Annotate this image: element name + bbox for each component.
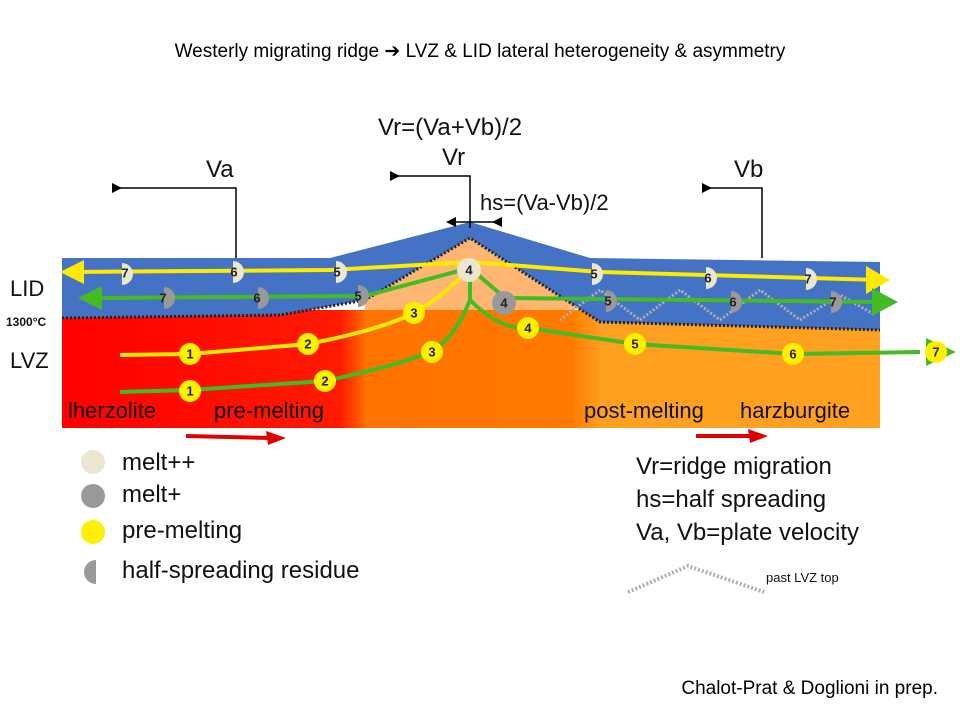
harzburgite-label: harzburgite xyxy=(740,398,850,423)
marker-pre-melting: 7 xyxy=(925,341,947,363)
green-right-arrowhead xyxy=(872,288,898,316)
citation: Chalot-Prat & Doglioni in prep. xyxy=(681,678,938,699)
svg-text:4: 4 xyxy=(524,321,532,336)
svg-text:7: 7 xyxy=(121,266,128,281)
marker-melt-plus: 4 xyxy=(492,291,516,315)
vr-equation: Vr=(Va+Vb)/2 xyxy=(378,114,522,141)
svg-text:5: 5 xyxy=(604,294,611,309)
legend-right: Vr=ridge migration hs=half spreading Va,… xyxy=(627,453,859,594)
green-left-arrowhead xyxy=(78,286,102,310)
marker-half-residue: 6 xyxy=(704,267,717,289)
legend-symbol-pre-melting xyxy=(81,520,105,544)
lid-base-boundary xyxy=(61,236,881,332)
marker-half-residue: 5 xyxy=(604,290,617,312)
svg-text:5: 5 xyxy=(590,267,597,282)
va-label: Va xyxy=(206,156,234,183)
legend-past-lvz-symbol xyxy=(627,563,765,594)
svg-text:2: 2 xyxy=(304,337,311,352)
svg-text:1: 1 xyxy=(186,347,193,362)
svg-text:2: 2 xyxy=(321,374,328,389)
svg-text:5: 5 xyxy=(333,265,340,280)
postmelting-label: post-melting xyxy=(584,398,704,423)
svg-text:6: 6 xyxy=(789,347,796,362)
marker-half-residue: 5 xyxy=(354,285,369,307)
hs-equation: hs=(Va-Vb)/2 xyxy=(480,190,609,215)
svg-text:3: 3 xyxy=(410,306,417,321)
svg-text:5: 5 xyxy=(354,289,361,304)
svg-text:4: 4 xyxy=(500,296,508,311)
marker-half-residue: 7 xyxy=(829,291,842,313)
svg-text:6: 6 xyxy=(729,295,736,310)
svg-text:5: 5 xyxy=(631,337,638,352)
va-arrow xyxy=(112,183,237,258)
svg-text:7: 7 xyxy=(932,345,939,360)
marker-pre-melting: 3 xyxy=(421,341,443,363)
slide-title: Westerly migrating ridge ➔ LVZ & LID lat… xyxy=(174,41,786,62)
legend-right-item: Vr=ridge migration xyxy=(636,453,832,480)
marker-half-residue: 6 xyxy=(253,287,269,309)
marker-half-residue: 6 xyxy=(230,261,244,283)
marker-pre-melting: 2 xyxy=(314,370,336,392)
yellow-left-arrowhead xyxy=(60,260,84,284)
legend-label: pre-melting xyxy=(122,517,242,544)
premelting-label: pre-melting xyxy=(214,398,324,423)
marker-pre-melting: 1 xyxy=(179,380,201,402)
marker-half-residue: 7 xyxy=(804,268,817,290)
legend-symbol-melt-plus xyxy=(81,484,105,508)
legend-left: melt++ melt+ pre-melting half-spreading … xyxy=(81,449,359,584)
legend-right-item: Va, Vb=plate velocity xyxy=(636,519,859,546)
red-arrow-right xyxy=(696,429,768,443)
marker-half-residue: 5 xyxy=(333,261,347,283)
vb-arrow xyxy=(702,183,763,258)
legend-label: half-spreading residue xyxy=(122,557,359,584)
legend-right-item: hs=half spreading xyxy=(636,486,826,513)
marker-pre-melting: 2 xyxy=(297,333,319,355)
marker-half-residue: 6 xyxy=(729,291,742,313)
vb-label: Vb xyxy=(734,156,763,183)
marker-pre-melting: 4 xyxy=(517,317,539,339)
lvz-label: LVZ xyxy=(10,348,49,373)
marker-half-residue: 7 xyxy=(159,287,175,309)
legend-label: melt++ xyxy=(122,449,195,476)
vr-label: Vr xyxy=(442,144,465,171)
marker-pre-melting: 6 xyxy=(782,343,804,365)
svg-text:3: 3 xyxy=(428,345,435,360)
yellow-right-arrowhead xyxy=(866,266,890,294)
marker-melt-plus-plus: 4 xyxy=(457,258,481,282)
lid-label: LID xyxy=(10,276,44,301)
red-arrow-left xyxy=(185,431,286,445)
legend-symbol-melt-plus-plus xyxy=(81,450,105,474)
svg-text:6: 6 xyxy=(704,271,711,286)
svg-text:7: 7 xyxy=(829,295,836,310)
ridge-melt-wedge xyxy=(365,238,575,428)
temp-label: 1300°C xyxy=(6,315,46,329)
legend-past-lvz-label: past LVZ top xyxy=(766,570,839,585)
marker-half-residue: 7 xyxy=(121,263,133,285)
svg-text:1: 1 xyxy=(186,384,193,399)
past-lvz-top-line xyxy=(559,288,876,322)
svg-text:7: 7 xyxy=(159,291,166,306)
marker-half-residue: 5 xyxy=(590,263,603,285)
svg-text:7: 7 xyxy=(804,272,811,287)
marker-pre-melting: 3 xyxy=(403,302,425,324)
marker-pre-melting: 1 xyxy=(179,343,201,365)
green-lvz-path-right xyxy=(468,298,921,357)
legend-label: melt+ xyxy=(122,481,181,508)
svg-text:4: 4 xyxy=(465,263,473,278)
marker-pre-melting: 5 xyxy=(624,333,646,355)
vr-arrow xyxy=(390,171,471,228)
lherzolite-label: lherzolite xyxy=(68,398,156,423)
legend-symbol-half-residue xyxy=(84,560,96,584)
svg-text:6: 6 xyxy=(230,265,237,280)
svg-text:6: 6 xyxy=(253,291,260,306)
